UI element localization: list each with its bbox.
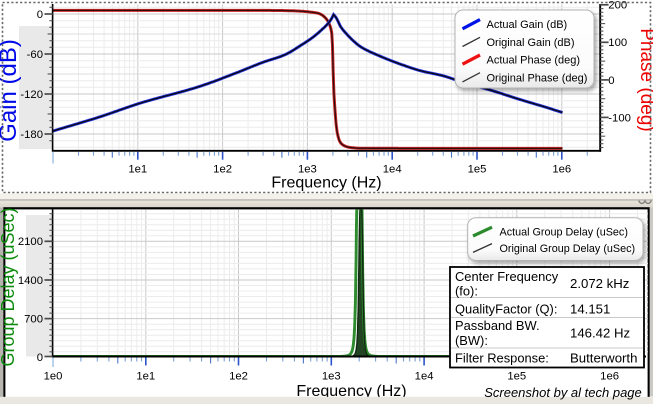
svg-text:700: 700 (24, 314, 43, 326)
svg-text:Butterworth: Butterworth (570, 351, 637, 366)
svg-text:Original Group Delay (uSec): Original Group Delay (uSec) (500, 243, 636, 255)
svg-text:0: 0 (37, 352, 43, 364)
svg-text:-100: -100 (608, 112, 631, 124)
svg-text:1e4: 1e4 (383, 163, 402, 175)
svg-text:-120: -120 (20, 89, 43, 101)
svg-text:Passband BW.: Passband BW. (455, 318, 540, 333)
svg-text:1e4: 1e4 (415, 370, 434, 382)
svg-text:1e5: 1e5 (468, 163, 487, 175)
svg-text:1400: 1400 (18, 275, 43, 287)
svg-text:Original Gain (dB): Original Gain (dB) (487, 37, 575, 49)
svg-text:Actual Gain (dB): Actual Gain (dB) (487, 19, 568, 31)
svg-text:1e6: 1e6 (552, 163, 571, 175)
svg-text:Screenshot by al tech page: Screenshot by al tech page (484, 385, 642, 400)
svg-text:Group Delay (uSec): Group Delay (uSec) (0, 207, 18, 366)
svg-text:1e1: 1e1 (128, 163, 147, 175)
svg-text:Filter Response:: Filter Response: (455, 351, 549, 366)
svg-text:1e5: 1e5 (507, 370, 526, 382)
svg-text:1e0: 1e0 (44, 370, 63, 382)
svg-text:200: 200 (608, 0, 627, 12)
svg-text:0: 0 (37, 9, 43, 21)
svg-text:2.072 kHz: 2.072 kHz (570, 276, 629, 291)
svg-text:Phase (deg): Phase (deg) (636, 28, 653, 132)
svg-text:Gain (dB): Gain (dB) (0, 39, 22, 142)
svg-text:1e3: 1e3 (298, 163, 317, 175)
svg-text:(fo):: (fo): (455, 284, 478, 299)
svg-text:1e3: 1e3 (322, 370, 341, 382)
svg-text:1e6: 1e6 (600, 370, 619, 382)
svg-text:Frequency (Hz): Frequency (Hz) (271, 175, 381, 192)
svg-text:1e1: 1e1 (136, 370, 155, 382)
svg-text:1e2: 1e2 (213, 163, 232, 175)
svg-text:Original Phase (deg): Original Phase (deg) (487, 72, 588, 84)
svg-text:Actual Phase (deg): Actual Phase (deg) (487, 55, 581, 67)
svg-text:100: 100 (608, 37, 627, 49)
svg-text:Frequency (Hz): Frequency (Hz) (296, 383, 406, 400)
svg-text:Actual Group Delay (uSec): Actual Group Delay (uSec) (500, 226, 628, 238)
svg-text:-180: -180 (20, 129, 43, 141)
svg-text:-60: -60 (27, 49, 43, 61)
svg-text:146.42 Hz: 146.42 Hz (570, 326, 630, 341)
svg-text:0: 0 (608, 75, 614, 87)
svg-text:2100: 2100 (18, 236, 43, 248)
svg-text:14.151: 14.151 (570, 302, 610, 317)
svg-text:1e2: 1e2 (229, 370, 248, 382)
svg-text:(BW):: (BW): (455, 333, 488, 348)
svg-text:QualityFactor (Q):: QualityFactor (Q): (455, 302, 557, 317)
svg-text:Center Frequency: Center Frequency (455, 269, 559, 284)
